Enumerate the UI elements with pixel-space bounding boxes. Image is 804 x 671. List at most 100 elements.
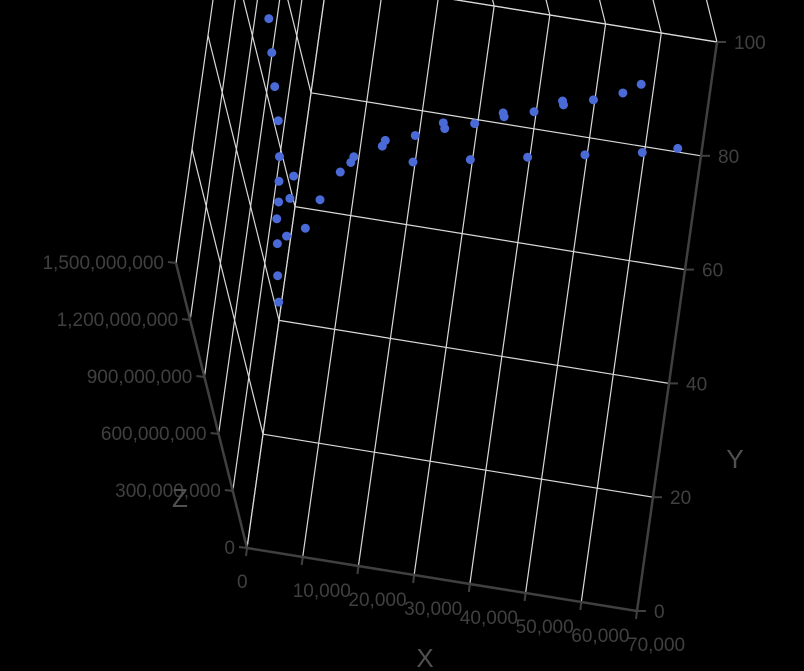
scatter-point xyxy=(498,108,508,118)
x-tick-mark xyxy=(300,556,304,566)
x-tick-mark xyxy=(579,601,583,611)
z-tick-label: 1,200,000,000 xyxy=(57,310,179,331)
floor-grid-line xyxy=(262,433,654,498)
y-tick-label: 20 xyxy=(670,488,691,509)
scatter-point xyxy=(273,116,283,126)
x-tick-mark xyxy=(635,610,638,620)
wall-grid-line xyxy=(191,149,264,435)
wall-grid-line xyxy=(598,0,607,25)
y-tick-label: 40 xyxy=(686,374,707,395)
z-tick-mark xyxy=(224,489,233,492)
x-tick-label: 50,000 xyxy=(516,617,574,638)
scatter-point xyxy=(264,14,274,24)
scatter-point xyxy=(588,95,598,105)
scatter-point xyxy=(636,79,646,89)
floor-grid-line xyxy=(413,5,495,576)
axis-lines xyxy=(167,41,726,620)
z-tick-label: 0 xyxy=(224,538,235,559)
scatter-points xyxy=(264,14,683,307)
floor-grid-line xyxy=(524,23,607,594)
z-axis-label: Z xyxy=(172,483,188,513)
floor-grid-line xyxy=(580,32,662,603)
floor-grid-line xyxy=(302,0,382,558)
scatter-point xyxy=(346,157,356,167)
scatter-point xyxy=(285,193,295,203)
x-tick-mark xyxy=(412,574,416,584)
z-axis-line xyxy=(174,262,249,549)
z-tick-mark xyxy=(238,546,248,549)
floor-grid-line xyxy=(310,92,702,157)
scatter-point xyxy=(470,119,480,129)
scatter-point xyxy=(465,155,475,165)
scatter-point xyxy=(282,231,292,241)
x-tick-mark xyxy=(245,547,248,557)
wall-grid-line xyxy=(492,0,495,7)
z-tick-mark xyxy=(196,375,205,378)
z-tick-label: 1,500,000,000 xyxy=(42,253,164,274)
y-tick-label: 80 xyxy=(718,147,739,168)
x-tick-label: 70,000 xyxy=(627,635,685,656)
x-tick-label: 60,000 xyxy=(571,626,629,647)
y-axis-label: Y xyxy=(726,444,743,474)
floor-grid-line xyxy=(278,319,670,384)
wall-grid-line xyxy=(287,0,312,93)
x-tick-mark xyxy=(356,565,360,575)
y-axis-line xyxy=(635,41,719,612)
x-tick-label: 10,000 xyxy=(293,581,351,602)
scatter-point xyxy=(558,96,568,106)
scatter-point xyxy=(289,171,299,181)
z-tick-label: 600,000,000 xyxy=(101,424,207,445)
x-tick-label: 0 xyxy=(237,572,248,593)
wall-grid-line xyxy=(242,0,296,207)
z-tick-label: 300,000,000 xyxy=(115,481,221,502)
wall-grid-line xyxy=(189,0,236,321)
wall-grid-line xyxy=(218,0,281,435)
x-tick-mark xyxy=(523,592,527,602)
scatter-point xyxy=(274,176,284,186)
scatter-point xyxy=(580,150,590,160)
floor-grid-line xyxy=(469,14,551,585)
floor-grid-line xyxy=(357,0,439,567)
x-tick-label: 30,000 xyxy=(404,599,462,620)
y-tick-label: 100 xyxy=(734,33,766,54)
scatter-point xyxy=(637,147,647,157)
tick-labels: 0 10,00020,00030,00040,00050,00060,00070,… xyxy=(42,33,765,656)
scatter-point xyxy=(377,141,387,151)
y-tick-label: 0 xyxy=(654,602,665,623)
x-tick-mark xyxy=(467,583,471,593)
scatter-point xyxy=(272,214,282,224)
scatter-point xyxy=(274,297,284,307)
scatter-point xyxy=(273,271,283,281)
floor-grid-line xyxy=(294,206,686,271)
scatter-point xyxy=(673,143,683,153)
scatter-point xyxy=(267,48,277,58)
scatter-point xyxy=(408,157,418,167)
z-tick-mark xyxy=(167,261,177,264)
scatter-point xyxy=(300,223,310,233)
x-tick-label: 20,000 xyxy=(348,590,406,611)
z-tick-label: 900,000,000 xyxy=(87,367,193,388)
scatter-point xyxy=(270,82,280,92)
x-axis-line xyxy=(246,546,638,613)
scatter-point xyxy=(523,152,533,162)
wall-grid-line xyxy=(175,0,214,264)
scatter-point xyxy=(274,197,284,207)
scatter-point xyxy=(410,130,420,140)
x-axis-label: X xyxy=(416,643,433,671)
z-tick-mark xyxy=(210,432,219,435)
x-tick-label: 40,000 xyxy=(460,608,518,629)
y-tick-label: 60 xyxy=(702,261,723,282)
wall-grid-line xyxy=(203,0,259,378)
z-tick-mark xyxy=(182,318,191,321)
scatter-point xyxy=(274,152,284,162)
scatter-point xyxy=(618,88,628,98)
scatter-point xyxy=(529,107,539,117)
scatter-point xyxy=(438,118,448,128)
wall-grid-line xyxy=(232,0,303,492)
wall-grid-line xyxy=(207,35,280,321)
scatter-point xyxy=(315,195,325,205)
grid-lines xyxy=(175,0,718,612)
wall-grid-line xyxy=(246,0,325,549)
